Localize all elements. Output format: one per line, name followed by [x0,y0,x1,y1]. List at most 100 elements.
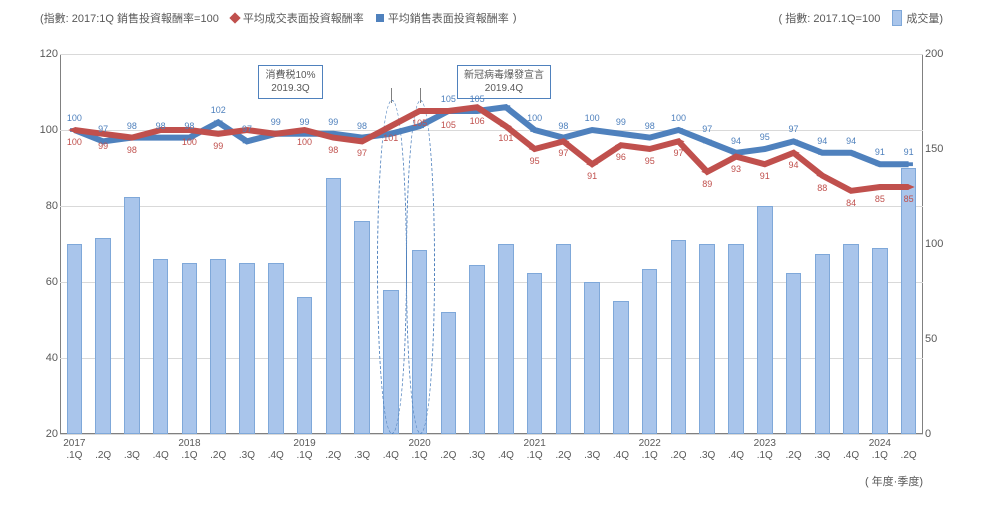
red-data-label: 88 [817,183,827,193]
blue-data-label: 99 [328,117,338,127]
blue-data-label: 99 [300,117,310,127]
x-tick-label: .2Q [210,438,226,462]
x-tick-label: .4Q [728,438,744,462]
red-data-label: 96 [616,152,626,162]
x-tick-label: 2019.1Q [293,438,315,462]
legend-left-prefix: (指數: 2017:1Q 銷售投資報酬率=100 [40,10,219,26]
x-axis-title: ( 年度·季度) [865,473,923,489]
y-left-tick: 20 [18,428,58,440]
blue-data-label: 97 [98,124,108,134]
legend-blue-label: 平均銷售表面投資報酬率 [388,10,509,26]
square-marker [818,151,827,155]
x-tick-label: 2022.1Q [639,438,661,462]
red-data-label: 91 [760,171,770,181]
x-tick-label: .4Q [383,438,399,462]
blue-data-label: 97 [789,124,799,134]
blue-data-label: 98 [645,121,655,131]
blue-data-label: 102 [211,105,226,115]
blue-data-label: 99 [616,117,626,127]
red-data-label: 91 [587,171,597,181]
legend-left: (指數: 2017:1Q 銷售投資報酬率=100 平均成交表面投資報酬率 平均銷… [40,10,516,26]
square-marker [876,162,885,166]
blue-data-label: 98 [184,121,194,131]
red-data-label: 85 [904,194,914,204]
x-tick-label: .3Q [814,438,830,462]
x-tick-label: .4Q [268,438,284,462]
blue-data-label: 95 [760,132,770,142]
blue-data-label: 105 [470,94,485,104]
red-data-label: 99 [98,141,108,151]
x-tick-label: 2023.1Q [754,438,776,462]
legend-close-paren: ) [513,12,517,24]
bar-icon [892,10,902,26]
blue-data-label: 97 [702,124,712,134]
blue-data-label: 91 [875,147,885,157]
x-tick-label: .3Q [584,438,600,462]
legend-item-blue: 平均銷售表面投資報酬率 ) [376,10,517,26]
red-data-label: 100 [182,137,197,147]
square-marker [674,128,683,132]
red-data-label: 97 [357,148,367,158]
blue-data-label: 99 [271,117,281,127]
y-right-tick: 150 [925,143,965,155]
y-axis-left: 20406080100120 [18,54,58,434]
square-marker [214,121,223,125]
red-data-label: 98 [127,145,137,155]
blue-data-label: 98 [156,121,166,131]
blue-data-label: 91 [904,147,914,157]
x-tick-label: 2017.1Q [63,438,85,462]
x-tick-label: .2Q [901,438,917,462]
legend-bar-label: 成交量) [906,10,943,26]
red-data-label: 93 [731,164,741,174]
blue-data-label: 98 [558,121,568,131]
square-marker [703,140,712,144]
plot-area: 消費税10%2019.3Q新冠病毒爆發宣言2019.4Q100979898981… [60,54,923,434]
x-tick-label: .4Q [843,438,859,462]
legend-item-bar: 成交量) [892,10,943,26]
x-tick-label: .2Q [555,438,571,462]
red-data-label: 97 [673,148,683,158]
square-marker [904,162,913,166]
plot-wrap: 20406080100120 050100150200 消費税10%2019.3… [10,34,973,489]
x-tick-label: .3Q [354,438,370,462]
blue-data-label: 97 [242,124,252,134]
square-marker [645,136,654,140]
red-data-label: 101 [498,133,513,143]
blue-data-label: 98 [357,121,367,131]
legend-item-red: 平均成交表面投資報酬率 [231,10,364,26]
x-tick-label: 2021.1Q [524,438,546,462]
blue-data-label: 94 [846,136,856,146]
square-marker [530,128,539,132]
y-right-tick: 100 [925,238,965,250]
x-tick-label: .3Q [469,438,485,462]
red-data-label: 94 [789,160,799,170]
red-data-label: 106 [470,116,485,126]
x-tick-label: .2Q [95,438,111,462]
x-tick-label: .3Q [239,438,255,462]
red-data-label: 100 [67,137,82,147]
x-axis: ( 年度·季度) 2017.1Q.2Q.3Q.4Q2018.1Q.2Q.3Q.4… [60,434,923,489]
red-data-label: 89 [702,179,712,189]
red-data-label: 95 [530,156,540,166]
legend-right-prefix: ( 指數: 2017.1Q=100 [779,10,881,26]
red-data-label: 98 [328,145,338,155]
blue-data-label: 94 [817,136,827,146]
y-left-tick: 80 [18,200,58,212]
legend-right: ( 指數: 2017.1Q=100 成交量) [779,10,943,26]
red-data-label: 105 [441,120,456,130]
y-left-tick: 100 [18,124,58,136]
x-tick-label: .3Q [699,438,715,462]
x-tick-label: .2Q [440,438,456,462]
red-data-label: 97 [558,148,568,158]
blue-data-label: 100 [67,113,82,123]
red-data-label: 101 [383,133,398,143]
legend-red-label: 平均成交表面投資報酬率 [243,10,364,26]
chart-container: (指數: 2017:1Q 銷售投資報酬率=100 平均成交表面投資報酬率 平均銷… [10,10,973,519]
square-marker [789,140,798,144]
x-tick-label: 2024.1Q [869,438,891,462]
y-right-tick: 50 [925,333,965,345]
square-marker [156,136,165,140]
diamond-icon [229,12,240,23]
square-marker [760,147,769,151]
square-marker [502,105,511,109]
